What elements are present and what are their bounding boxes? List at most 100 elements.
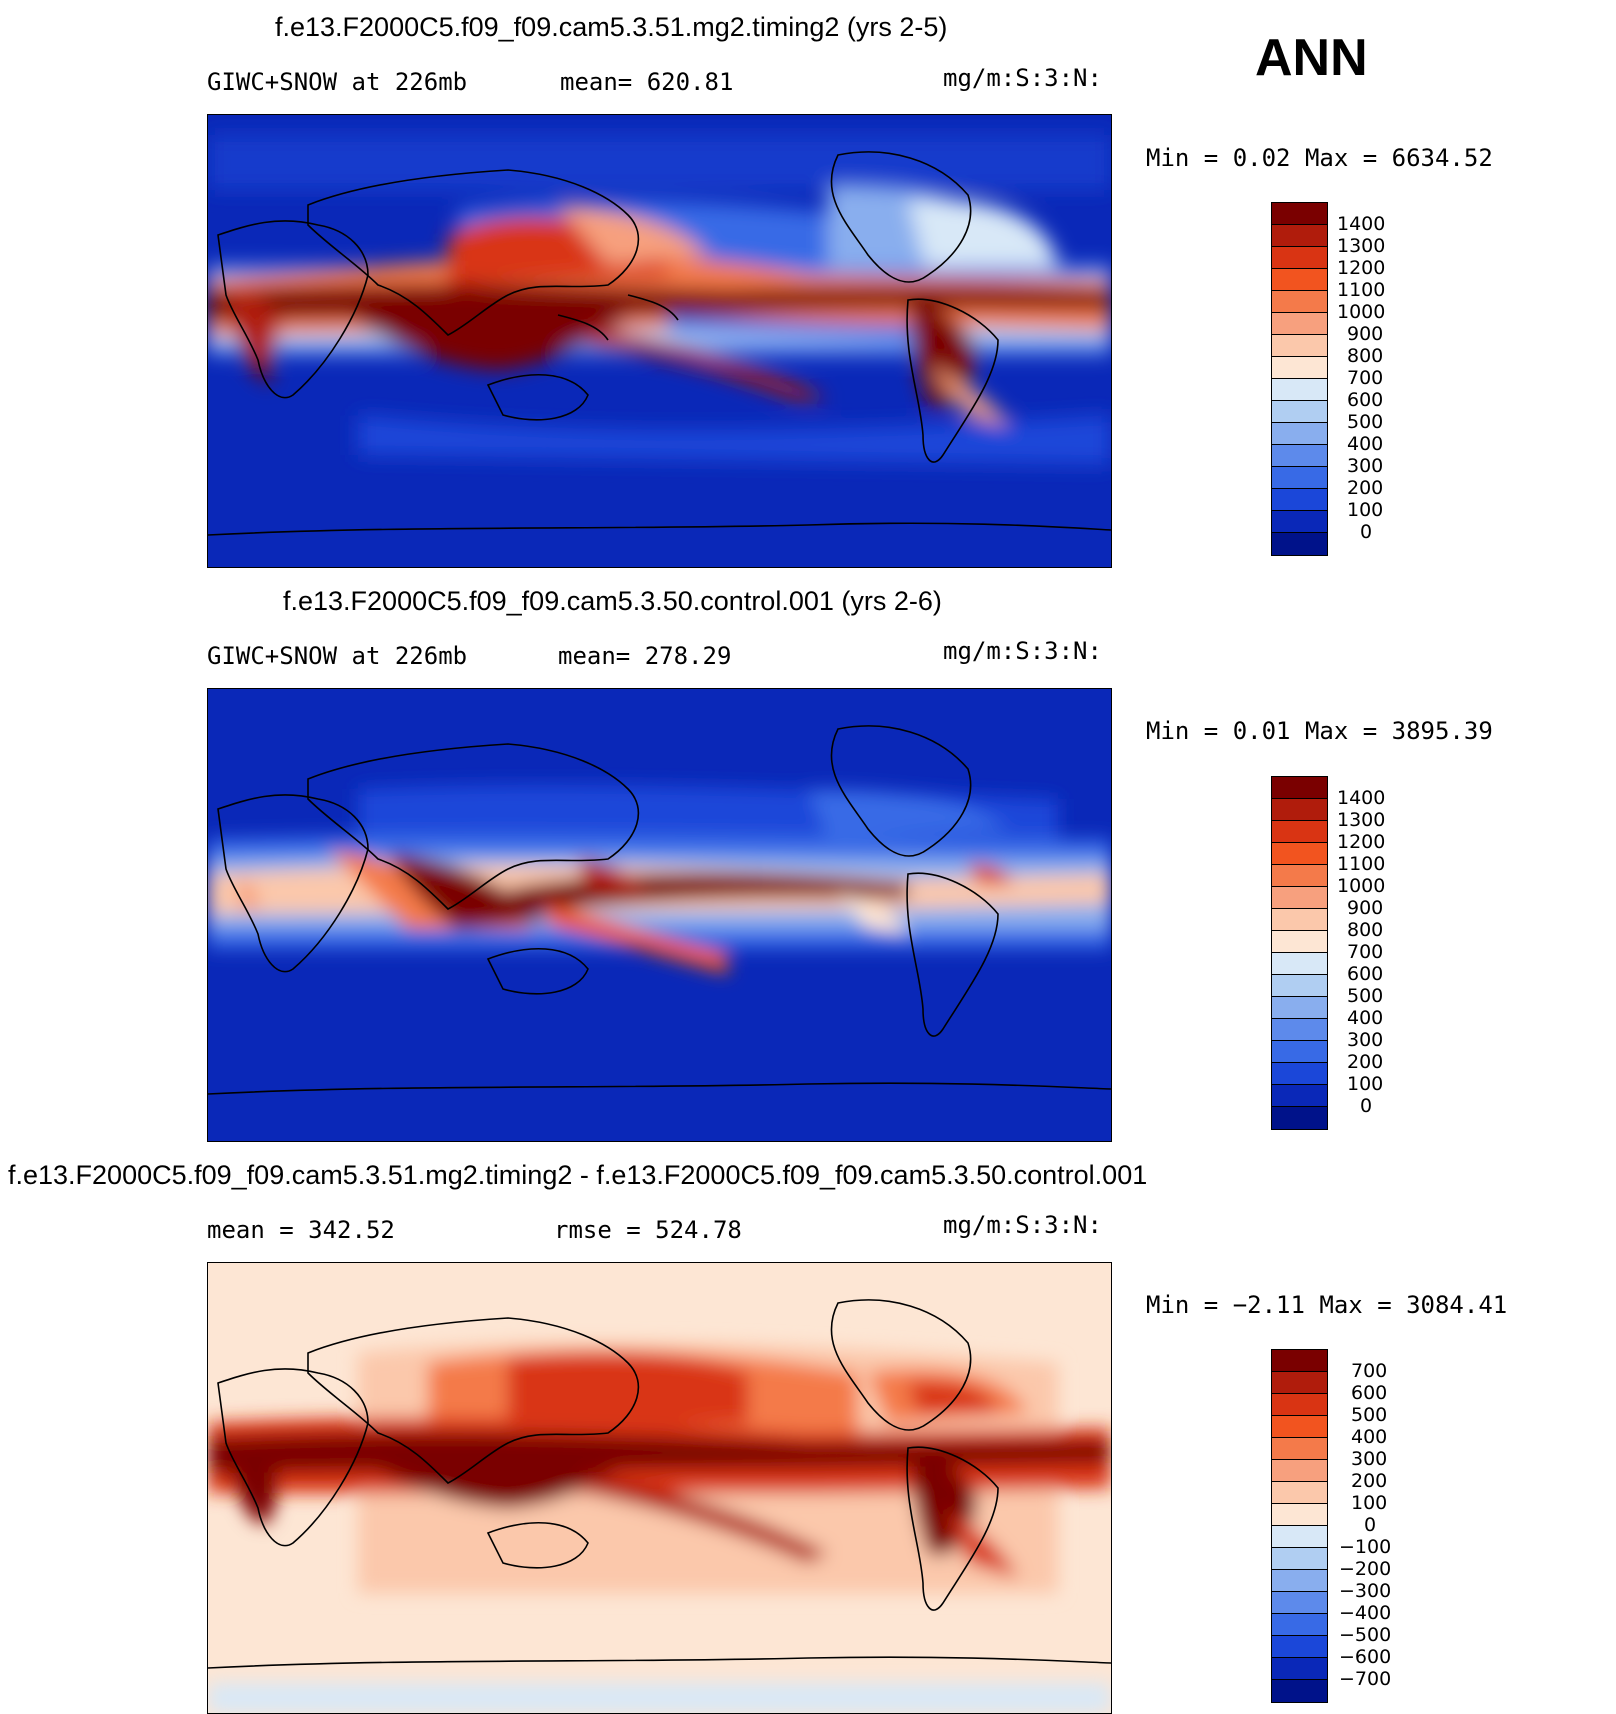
panel-2-colorbar-swatch	[1272, 909, 1327, 931]
panel-2-colorbar-swatch	[1272, 975, 1327, 997]
panel-2-colorbar-label: 400	[1347, 1007, 1384, 1029]
panel-1-mean-label: mean= 620.81	[560, 68, 734, 96]
panel-2-colorbar-label: 100	[1347, 1073, 1384, 1095]
panel-2-colorbar-label: 800	[1347, 919, 1384, 941]
panel-1-colorbar-label: 600	[1347, 389, 1384, 411]
panel-2-colorbar-label: 600	[1347, 963, 1384, 985]
panel-2-map	[207, 688, 1112, 1142]
panel-1-field-svg	[208, 135, 1111, 536]
panel-1-coastlines	[208, 151, 1111, 536]
panel-1-colorbar-swatch	[1272, 423, 1327, 445]
panel-3-colorbar-label: 200	[1351, 1470, 1388, 1492]
panel-3-mean-label: mean = 342.52	[207, 1216, 395, 1244]
panel-2-units: mg/m:S:3:N:	[943, 637, 1102, 665]
panel-1-colorbar-label: 800	[1347, 345, 1384, 367]
panel-1-minmax: Min = 0.02 Max = 6634.52	[1146, 144, 1493, 172]
panel-2-colorbar-label: 1400	[1337, 787, 1386, 809]
panel-3-colorbar-swatch	[1272, 1592, 1327, 1614]
panel-2-mean-label: mean= 278.29	[558, 642, 732, 670]
panel-1-colorbar-swatch	[1272, 225, 1327, 247]
panel-3-colorbar-label: 600	[1351, 1382, 1388, 1404]
panel-3-colorbar-label: −400	[1339, 1602, 1392, 1624]
panel-1-colorbar-swatch	[1272, 533, 1327, 555]
panel-3-colorbar-swatch	[1272, 1372, 1327, 1394]
panel-1-colorbar-label: 500	[1347, 411, 1384, 433]
panel-3-colorbar-label: 500	[1351, 1404, 1388, 1426]
panel-3-colorbar-swatch	[1272, 1680, 1327, 1702]
panel-1-colorbar-swatch	[1272, 291, 1327, 313]
panel-2-title: f.e13.F2000C5.f09_f09.cam5.3.50.control.…	[283, 586, 942, 616]
panel-3-colorbar-swatch	[1272, 1394, 1327, 1416]
panel-1-colorbar-label: 900	[1347, 323, 1384, 345]
panel-1-colorbar-swatch	[1272, 247, 1327, 269]
panel-3-colorbar-label: 0	[1364, 1514, 1377, 1536]
panel-3-title: f.e13.F2000C5.f09_f09.cam5.3.51.mg2.timi…	[8, 1160, 1148, 1190]
panel-2-colorbar-swatch	[1272, 1019, 1327, 1041]
panel-1-title: f.e13.F2000C5.f09_f09.cam5.3.51.mg2.timi…	[275, 12, 948, 42]
panel-3-colorbar-label: −700	[1339, 1668, 1392, 1690]
panel-1-colorbar-label: 1200	[1337, 257, 1386, 279]
panel-2-colorbar-swatch	[1272, 1085, 1327, 1107]
panel-2-colorbar-swatch	[1272, 887, 1327, 909]
panel-1-colorbar-label: 700	[1347, 367, 1384, 389]
panel-1-colorbar-swatch	[1272, 467, 1327, 489]
panel-2-colorbar-swatch	[1272, 1063, 1327, 1085]
panel-3-coastlines	[208, 1299, 1111, 1669]
panel-3-colorbar-swatch	[1272, 1482, 1327, 1504]
panel-3-colorbar-label: −500	[1339, 1624, 1392, 1646]
panel-3-field-svg	[208, 1299, 1111, 1713]
panel-2-colorbar-swatch	[1272, 1107, 1327, 1129]
panel-3-colorbar-swatch	[1272, 1570, 1327, 1592]
panel-1-colorbar-label: 0	[1360, 521, 1373, 543]
panel-2-colorbar-swatch	[1272, 865, 1327, 887]
panel-2-colorbar-label: 700	[1347, 941, 1384, 963]
panel-2-colorbar-swatch	[1272, 799, 1327, 821]
panel-3-colorbar	[1271, 1349, 1328, 1703]
panel-3-colorbar-label: 100	[1351, 1492, 1388, 1514]
panel-1-colorbar-swatch	[1272, 401, 1327, 423]
panel-1-map	[207, 114, 1112, 568]
panel-3-units: mg/m:S:3:N:	[943, 1211, 1102, 1239]
panel-3-colorbar-swatch	[1272, 1658, 1327, 1680]
panel-2-minmax: Min = 0.01 Max = 3895.39	[1146, 717, 1493, 745]
panel-1-colorbar	[1271, 202, 1328, 556]
panel-3-colorbar-swatch	[1272, 1526, 1327, 1548]
panel-1-colorbar-label: 1400	[1337, 213, 1386, 235]
panel-3-colorbar-swatch	[1272, 1460, 1327, 1482]
panel-2-colorbar-swatch	[1272, 931, 1327, 953]
panel-1-colorbar-swatch	[1272, 445, 1327, 467]
panel-2-colorbar-swatch	[1272, 1041, 1327, 1063]
season-label: ANN	[1255, 29, 1368, 87]
panel-3-colorbar-label: 400	[1351, 1426, 1388, 1448]
panel-2-coastlines	[208, 725, 1111, 1095]
panel-1-colorbar-label: 200	[1347, 477, 1384, 499]
panel-1-colorbar-swatch	[1272, 489, 1327, 511]
panel-2-variable-label: GIWC+SNOW at 226mb	[207, 642, 468, 670]
panel-3-colorbar-swatch	[1272, 1636, 1327, 1658]
panel-1-colorbar-label: 100	[1347, 499, 1384, 521]
panel-3-colorbar-swatch	[1272, 1504, 1327, 1526]
panel-2-colorbar-label: 500	[1347, 985, 1384, 1007]
panel-3-colorbar-swatch	[1272, 1416, 1327, 1438]
panel-3-colorbar-swatch	[1272, 1548, 1327, 1570]
panel-2-colorbar-swatch	[1272, 953, 1327, 975]
panel-2-colorbar-label: 1100	[1337, 853, 1386, 875]
panel-3-colorbar-swatch	[1272, 1438, 1327, 1460]
panel-1-colorbar-swatch	[1272, 357, 1327, 379]
panel-3-colorbar-swatch	[1272, 1350, 1327, 1372]
panel-1-colorbar-swatch	[1272, 511, 1327, 533]
panel-2-colorbar-swatch	[1272, 997, 1327, 1019]
panel-3-map	[207, 1262, 1112, 1714]
panel-1-colorbar-label: 300	[1347, 455, 1384, 477]
panel-2-colorbar	[1271, 776, 1328, 1130]
panel-1-colorbar-label: 1000	[1337, 301, 1386, 323]
panel-3-colorbar-label: −300	[1339, 1580, 1392, 1602]
panel-1-colorbar-label: 1300	[1337, 235, 1386, 257]
panel-2-colorbar-label: 200	[1347, 1051, 1384, 1073]
panel-1-variable-label: GIWC+SNOW at 226mb	[207, 68, 468, 96]
panel-2-colorbar-label: 1200	[1337, 831, 1386, 853]
panel-1-colorbar-swatch	[1272, 379, 1327, 401]
panel-3-colorbar-swatch	[1272, 1614, 1327, 1636]
panel-3-colorbar-label: −200	[1339, 1558, 1392, 1580]
panel-2-colorbar-label: 1000	[1337, 875, 1386, 897]
